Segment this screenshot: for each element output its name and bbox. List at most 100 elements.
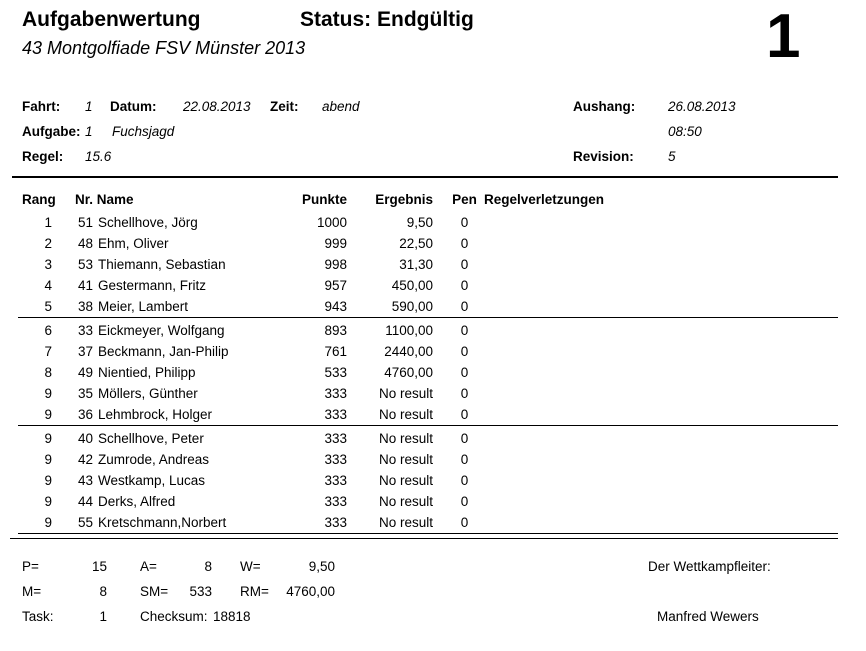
number-cell: 53 xyxy=(77,257,93,272)
revision-label: Revision: xyxy=(573,149,634,164)
col-header-regelverletzungen: Regelverletzungen xyxy=(484,192,605,207)
number-cell: 37 xyxy=(77,344,93,359)
result-cell: 4760,00 xyxy=(384,365,433,380)
p-label: P= xyxy=(22,559,39,574)
violation-cell xyxy=(484,296,838,317)
rank-cell: 9 xyxy=(44,452,52,467)
aufgabe-value: 1 xyxy=(85,124,93,139)
name-cell: Westkamp, Lucas xyxy=(98,473,206,488)
table-group-3: 9 40 Schellhove, Peter 333 No result 0 9… xyxy=(18,426,838,534)
regel-label: Regel: xyxy=(22,149,64,164)
rm-label: RM= xyxy=(240,584,269,599)
name-cell: Nientied, Philipp xyxy=(98,365,196,380)
number-cell: 42 xyxy=(77,452,93,467)
violation-cell xyxy=(484,428,838,449)
fahrt-label: Fahrt: xyxy=(22,99,61,114)
number-cell: 51 xyxy=(77,215,93,230)
violation-cell xyxy=(484,512,838,533)
rank-cell: 7 xyxy=(44,344,52,359)
aushang-time: 08:50 xyxy=(668,124,702,139)
datum-label: Datum: xyxy=(110,99,157,114)
task-value: 1 xyxy=(99,609,107,624)
page-title: Aufgabenwertung xyxy=(22,8,201,31)
result-cell: 31,30 xyxy=(399,257,433,272)
result-cell: 9,50 xyxy=(406,215,433,230)
points-cell: 333 xyxy=(324,386,347,401)
sm-label: SM= xyxy=(140,584,169,599)
rank-cell: 4 xyxy=(44,278,52,293)
result-cell: No result xyxy=(378,452,433,467)
col-header-pen: Pen xyxy=(452,192,477,207)
col-header-nr-name: Nr. Name xyxy=(75,192,134,207)
violation-cell xyxy=(484,254,838,275)
result-cell: 590,00 xyxy=(391,299,433,314)
table-row: 4 41 Gestermann, Fritz 957 450,00 0 xyxy=(22,275,838,296)
name-cell: Gestermann, Fritz xyxy=(98,278,207,293)
violation-cell xyxy=(484,275,838,296)
result-cell: No result xyxy=(378,386,433,401)
name-cell: Möllers, Günther xyxy=(98,386,198,401)
name-cell: Schellhove, Peter xyxy=(98,431,204,446)
summary-block: P= 15 A= 8 W= 9,50 Der Wettkampfleiter: … xyxy=(22,554,838,632)
rank-cell: 1 xyxy=(44,215,52,230)
violation-cell xyxy=(484,449,838,470)
table-group-1: 1 51 Schellhove, Jörg 1000 9,50 0 2 48 E… xyxy=(18,210,838,318)
task-label: Task: xyxy=(22,609,54,624)
penalty-cell: 0 xyxy=(460,257,469,272)
w-value: 9,50 xyxy=(308,559,335,574)
number-cell: 33 xyxy=(77,323,93,338)
number-cell: 38 xyxy=(77,299,93,314)
penalty-cell: 0 xyxy=(460,323,469,338)
rank-cell: 9 xyxy=(44,386,52,401)
table-row: 3 53 Thiemann, Sebastian 998 31,30 0 xyxy=(22,254,838,275)
violation-cell xyxy=(484,212,838,233)
name-cell: Kretschmann,Norbert xyxy=(98,515,227,530)
rank-cell: 9 xyxy=(44,473,52,488)
zeit-value: abend xyxy=(322,99,360,114)
violation-cell xyxy=(484,404,838,425)
results-table-header: Rang Nr. Name Punkte Ergebnis Pen Regelv… xyxy=(22,189,838,211)
number-cell: 40 xyxy=(77,431,93,446)
penalty-cell: 0 xyxy=(460,431,469,446)
points-cell: 333 xyxy=(324,515,347,530)
number-cell: 44 xyxy=(77,494,93,509)
sm-value: 533 xyxy=(189,584,212,599)
result-cell: 2440,00 xyxy=(384,344,433,359)
checksum-value: 18818 xyxy=(213,609,251,624)
penalty-cell: 0 xyxy=(460,473,469,488)
official-label: Der Wettkampfleiter: xyxy=(648,559,771,574)
rank-cell: 2 xyxy=(44,236,52,251)
points-cell: 533 xyxy=(324,365,347,380)
points-cell: 333 xyxy=(324,431,347,446)
result-cell: No result xyxy=(378,494,433,509)
penalty-cell: 0 xyxy=(460,236,469,251)
penalty-cell: 0 xyxy=(460,215,469,230)
rm-value: 4760,00 xyxy=(286,584,335,599)
aufgabe-label: Aufgabe: xyxy=(22,124,81,139)
table-row: 9 55 Kretschmann,Norbert 333 No result 0 xyxy=(22,512,838,533)
rank-cell: 9 xyxy=(44,494,52,509)
violation-cell xyxy=(484,491,838,512)
a-label: A= xyxy=(140,559,157,574)
table-row: 1 51 Schellhove, Jörg 1000 9,50 0 xyxy=(22,212,838,233)
col-header-ergebnis: Ergebnis xyxy=(375,192,433,207)
name-cell: Lehmbrock, Holger xyxy=(98,407,213,422)
name-cell: Thiemann, Sebastian xyxy=(98,257,226,272)
result-cell: No result xyxy=(378,407,433,422)
rank-cell: 5 xyxy=(44,299,52,314)
rank-cell: 8 xyxy=(44,365,52,380)
number-cell: 49 xyxy=(77,365,93,380)
result-cell: 450,00 xyxy=(391,278,433,293)
revision-value: 5 xyxy=(668,149,676,164)
name-cell: Schellhove, Jörg xyxy=(98,215,198,230)
penalty-cell: 0 xyxy=(460,515,469,530)
aufgabe-name: Fuchsjagd xyxy=(112,124,175,139)
number-cell: 48 xyxy=(77,236,93,251)
result-cell: No result xyxy=(378,515,433,530)
page-number: 1 xyxy=(766,2,801,71)
number-cell: 35 xyxy=(77,386,93,401)
name-cell: Eickmeyer, Wolfgang xyxy=(98,323,225,338)
penalty-cell: 0 xyxy=(460,344,469,359)
penalty-cell: 0 xyxy=(460,299,469,314)
